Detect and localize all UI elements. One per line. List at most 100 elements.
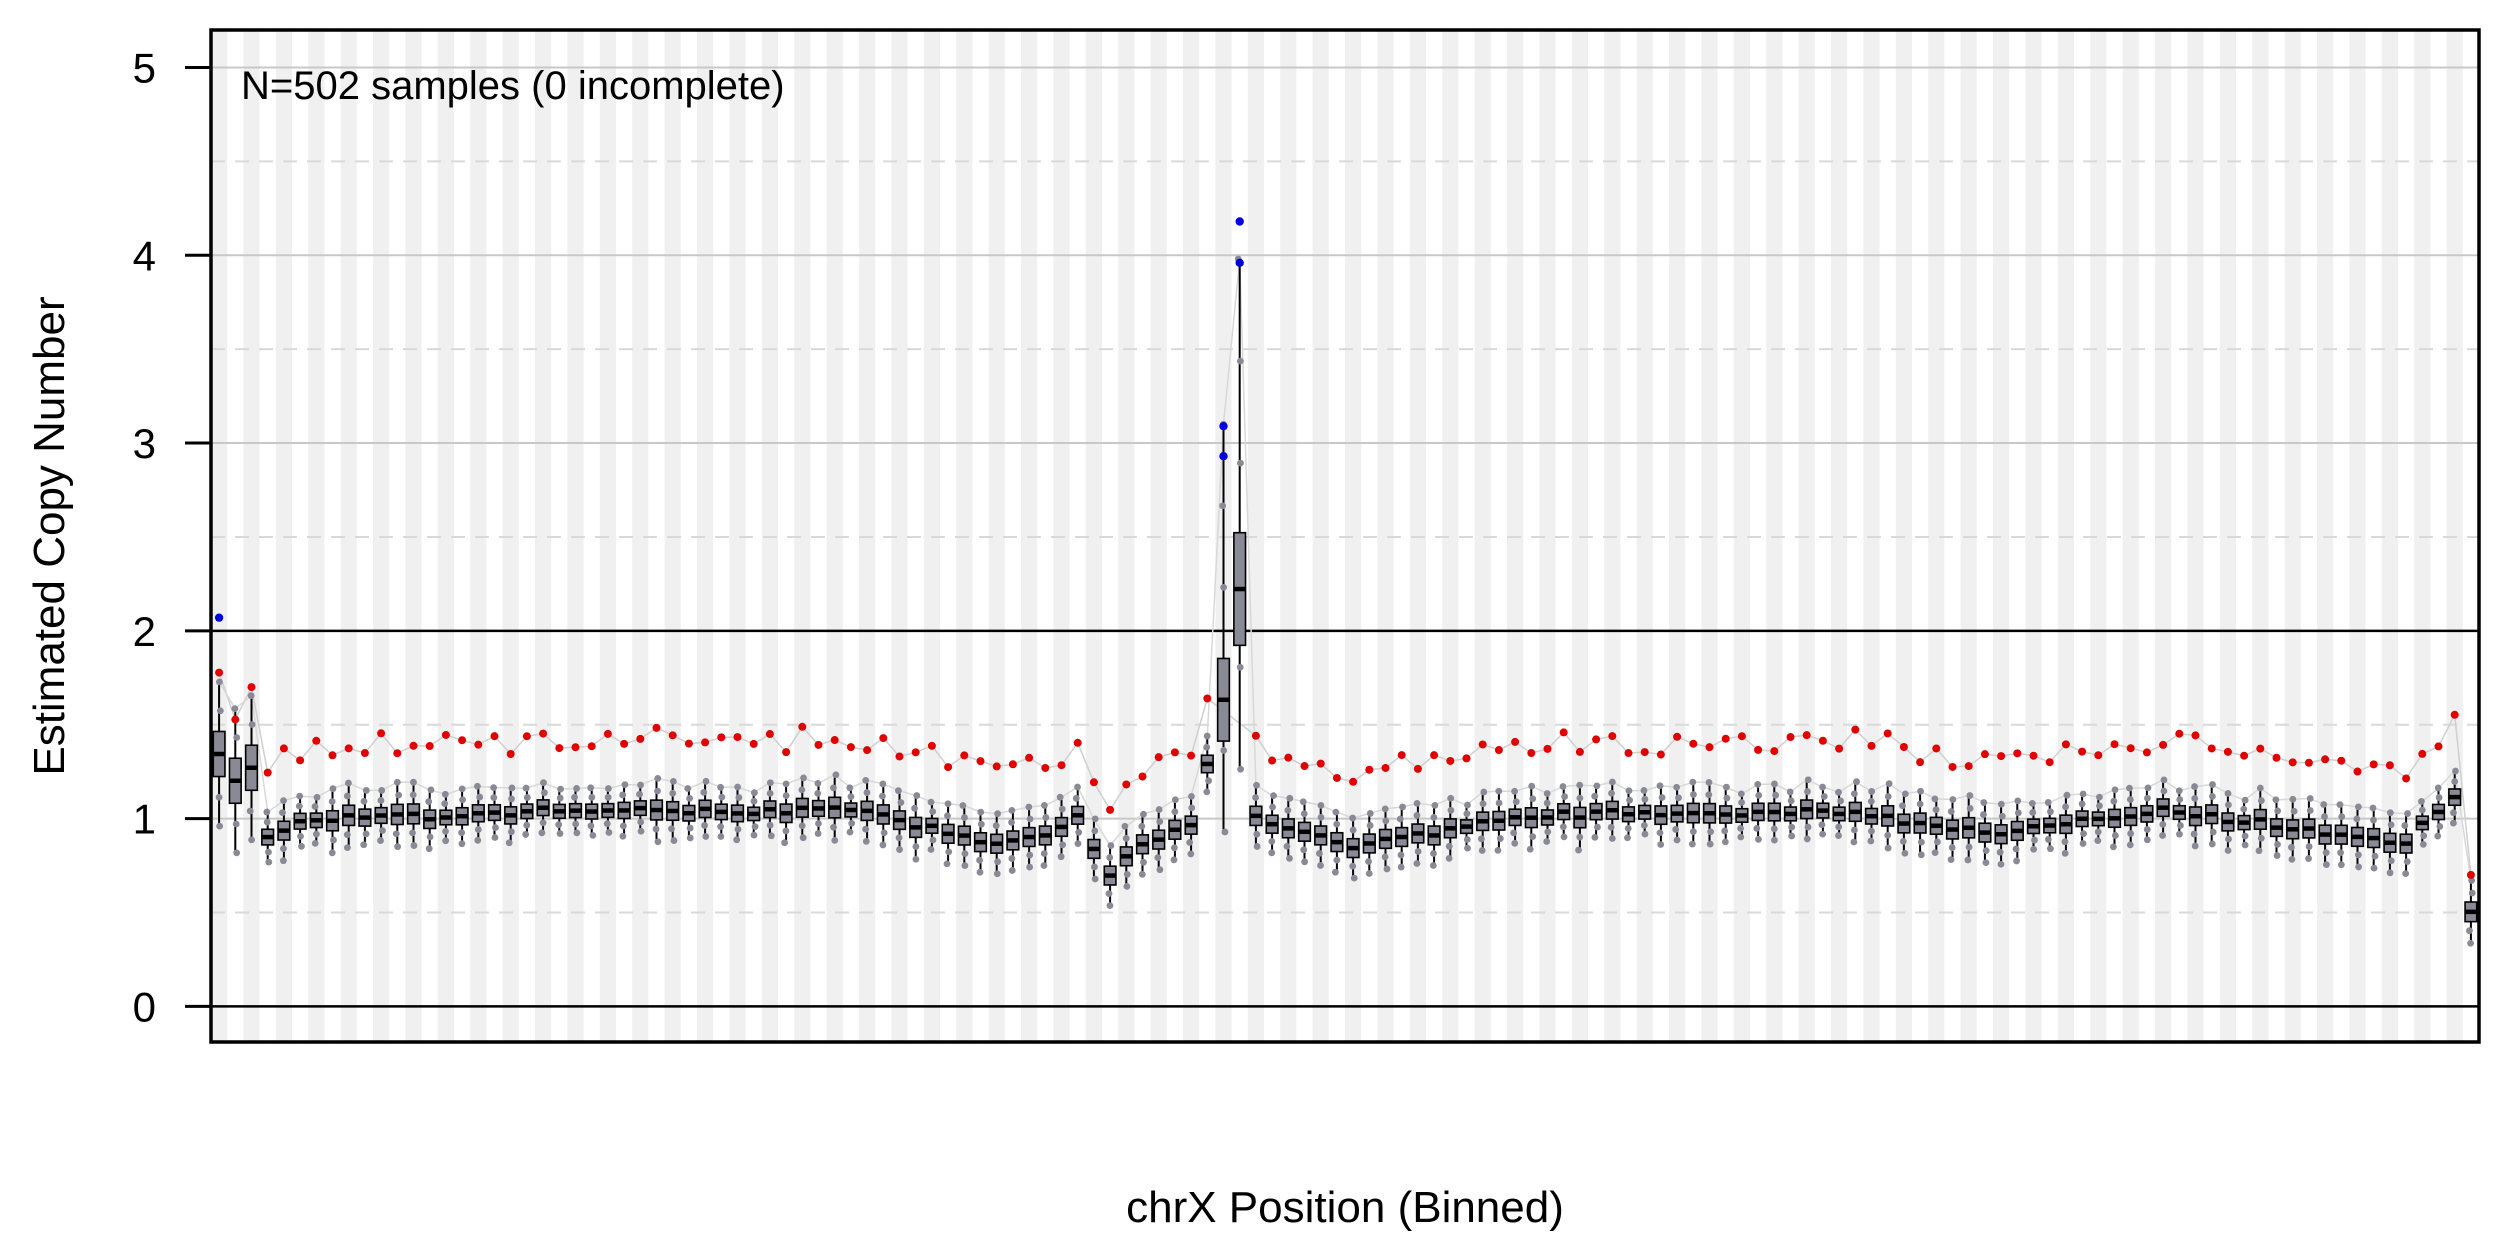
sample-point xyxy=(1350,874,1358,882)
outlier-point xyxy=(1300,762,1309,771)
sample-point xyxy=(1349,826,1357,834)
sample-point xyxy=(1413,800,1421,807)
sample-point xyxy=(1851,826,1858,834)
sample-point xyxy=(735,794,743,801)
sample-point xyxy=(2355,863,2362,871)
sample-point xyxy=(265,848,272,856)
sample-point xyxy=(1560,833,1568,841)
sample-point xyxy=(879,841,887,849)
sample-point xyxy=(555,821,563,829)
bin-stripe xyxy=(535,30,552,1042)
sample-point xyxy=(927,846,935,853)
bin-box xyxy=(309,736,323,847)
sample-point xyxy=(1980,811,1987,818)
sample-point xyxy=(1430,850,1437,857)
sample-point xyxy=(1008,867,1016,874)
bin-box xyxy=(1913,758,1927,859)
sample-point xyxy=(2190,830,2198,838)
sample-point xyxy=(1528,782,1536,790)
bin-box xyxy=(1654,750,1668,848)
bin-box xyxy=(1864,741,1879,845)
bin-box xyxy=(1168,748,1182,864)
sample-point xyxy=(1106,902,1114,910)
sample-point xyxy=(1463,836,1471,843)
sample-point xyxy=(2354,803,2362,811)
sample-point xyxy=(216,707,224,715)
sample-point xyxy=(2096,802,2103,810)
sample-point xyxy=(1074,783,1081,791)
sample-point xyxy=(1383,865,1391,873)
bin-stripe xyxy=(2025,30,2042,1042)
bin-box xyxy=(1233,255,1247,773)
sample-point xyxy=(1591,833,1599,841)
extreme-outlier-point xyxy=(1235,217,1244,226)
sample-point xyxy=(702,777,710,785)
sample-point xyxy=(945,848,953,856)
outlier-point xyxy=(846,743,855,752)
sample-point xyxy=(540,779,547,787)
sample-point xyxy=(913,792,921,799)
sample-point xyxy=(1464,844,1471,852)
sample-point xyxy=(2209,781,2216,788)
sample-point xyxy=(911,804,918,812)
sample-point xyxy=(1366,822,1374,829)
sample-point xyxy=(1237,765,1244,773)
sample-point xyxy=(1510,829,1518,837)
sample-point xyxy=(1091,863,1098,871)
sample-point xyxy=(279,857,287,865)
outlier-point xyxy=(1737,732,1746,741)
sample-point xyxy=(1447,794,1455,802)
sample-point xyxy=(929,808,937,816)
bin-box xyxy=(957,751,971,870)
bin-box xyxy=(504,750,518,847)
sample-point xyxy=(247,692,255,700)
sample-point xyxy=(1641,830,1649,838)
bin-box xyxy=(1978,750,1992,867)
bin-stripe xyxy=(794,30,811,1042)
sample-point xyxy=(2305,843,2313,850)
sample-point xyxy=(1899,837,1907,845)
bin-box xyxy=(1897,742,1911,857)
sample-point xyxy=(2126,841,2134,849)
outlier-point xyxy=(2256,744,2265,753)
sample-point xyxy=(1349,862,1357,870)
bin-box xyxy=(1443,756,1457,862)
sample-point xyxy=(959,802,967,809)
outlier-point xyxy=(1381,763,1390,772)
sample-point xyxy=(1835,788,1842,796)
sample-point xyxy=(295,802,303,810)
bin-box xyxy=(601,729,615,836)
sample-point xyxy=(1529,795,1537,803)
sample-point xyxy=(1413,812,1421,819)
sample-point xyxy=(1737,825,1744,832)
sample-point xyxy=(1737,833,1745,841)
sample-point xyxy=(1529,833,1537,841)
sample-point xyxy=(766,821,774,829)
sample-point xyxy=(1170,844,1178,852)
sample-point xyxy=(1253,843,1261,850)
outlier-point xyxy=(684,739,693,748)
sample-point xyxy=(1511,787,1519,795)
bin-stripe xyxy=(1377,30,1394,1042)
outlier-point xyxy=(749,739,758,748)
bin-stripe xyxy=(1183,30,1200,1042)
sample-point xyxy=(637,818,645,826)
sample-point xyxy=(1688,840,1696,848)
sample-point xyxy=(2111,832,2119,839)
bin-box xyxy=(828,736,842,844)
bin-box xyxy=(1152,753,1166,874)
sample-point xyxy=(1835,823,1843,831)
extreme-outlier-point xyxy=(1219,452,1228,461)
sample-point xyxy=(1526,845,1534,853)
outlier-point xyxy=(1705,743,1714,752)
sample-point xyxy=(961,850,969,858)
bin-box xyxy=(2367,760,2381,872)
sample-point xyxy=(1156,866,1164,874)
sample-point xyxy=(2404,810,2411,817)
sample-point xyxy=(2063,791,2071,799)
sample-point xyxy=(1382,817,1390,825)
sample-point xyxy=(814,779,822,787)
outlier-point xyxy=(263,768,272,777)
outlier-point xyxy=(1138,772,1147,781)
